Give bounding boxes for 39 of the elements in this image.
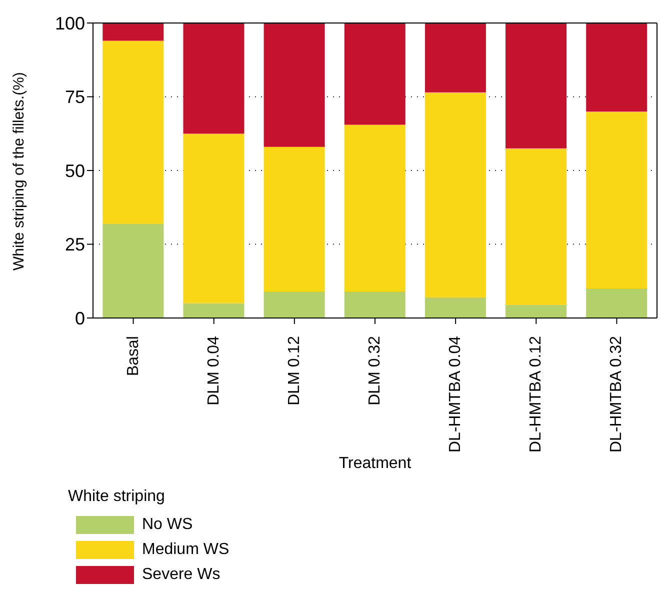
x-tick-label: DLM 0.04 bbox=[205, 336, 222, 406]
bar bbox=[183, 23, 244, 134]
bar bbox=[506, 23, 567, 148]
legend-label: No WS bbox=[142, 516, 193, 534]
legend-label: Severe Ws bbox=[142, 566, 220, 584]
bar bbox=[424, 92, 486, 298]
bar bbox=[586, 23, 648, 112]
bar bbox=[183, 134, 244, 304]
bar bbox=[183, 303, 244, 318]
y-tick-label: 25 bbox=[64, 234, 85, 255]
bar bbox=[102, 40, 164, 224]
bar bbox=[344, 291, 406, 318]
y-axis-title: White striping of the fillets.(%) bbox=[10, 72, 28, 270]
bar bbox=[586, 288, 648, 318]
bar bbox=[344, 124, 406, 292]
bar bbox=[102, 23, 164, 41]
bar bbox=[102, 224, 164, 318]
bar bbox=[424, 297, 486, 318]
x-tick-label: DL-HMTBA 0.04 bbox=[447, 336, 464, 452]
bar bbox=[264, 23, 325, 147]
x-tick-label: DL-HMTBA 0.32 bbox=[608, 336, 626, 452]
legend-title: White striping bbox=[68, 488, 166, 506]
x-axis-title: Treatment bbox=[338, 455, 412, 472]
legend-label: Medium WS bbox=[142, 540, 230, 558]
x-tick-label: DLM 0.12 bbox=[286, 336, 303, 406]
x-tick-label: DLM 0.32 bbox=[366, 336, 384, 406]
bar bbox=[264, 146, 325, 292]
y-tick-label: 50 bbox=[64, 160, 85, 181]
bar bbox=[506, 148, 567, 305]
bar bbox=[586, 112, 648, 288]
bar bbox=[424, 23, 486, 92]
x-tick-label: DL-HMTBA 0.12 bbox=[528, 336, 545, 452]
y-tick-label: 0 bbox=[74, 308, 85, 328]
y-tick-label: 75 bbox=[64, 87, 85, 108]
bar bbox=[264, 291, 325, 318]
bar bbox=[506, 304, 567, 318]
bar bbox=[344, 23, 406, 125]
x-tick-label: Basal bbox=[124, 336, 142, 376]
y-tick-label: 100 bbox=[54, 13, 85, 34]
